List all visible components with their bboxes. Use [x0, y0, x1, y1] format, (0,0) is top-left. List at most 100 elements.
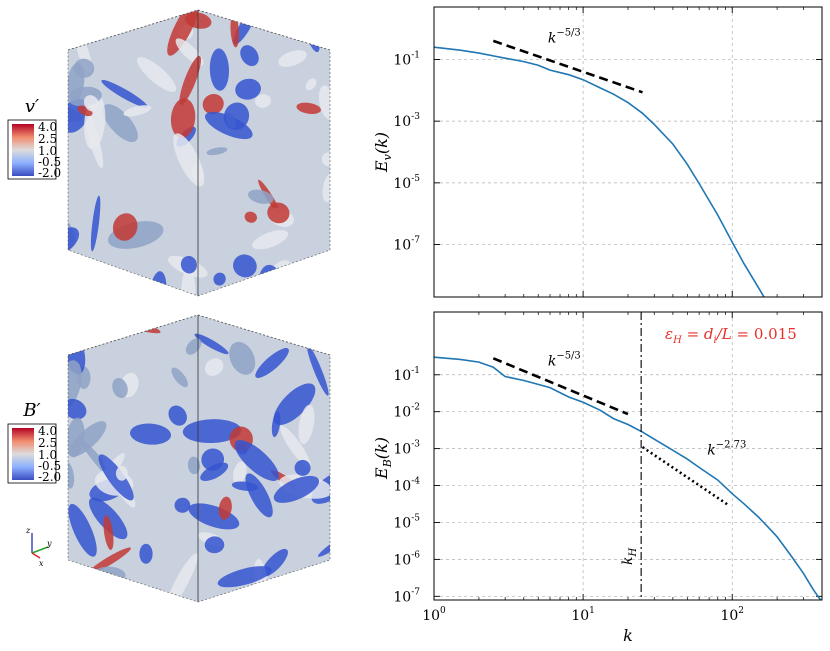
- turbulence-blob: [255, 94, 271, 108]
- turbulence-blob: [234, 440, 279, 481]
- slope-reference-line: [492, 39, 643, 94]
- turbulence-blob: [296, 102, 321, 114]
- turbulence-blob: [209, 48, 230, 91]
- colorbar-magnetic-tick: 2.5: [38, 436, 57, 450]
- turbulence-blob: [179, 55, 201, 106]
- turbulence-blob: [229, 341, 256, 375]
- colorbar-velocity-tick: -2.0: [38, 166, 61, 180]
- colorbar-magnetic-tick: -2.0: [38, 470, 61, 484]
- colorbar-magnetic: B′ 4.0 2.5 1.0 -0.5 -2.0: [7, 400, 61, 484]
- turbulence-blob: [90, 195, 101, 252]
- turbulence-blob: [305, 78, 317, 91]
- turbulence-blob: [173, 133, 205, 187]
- slope-reference-line: [641, 446, 730, 507]
- turbulence-blob: [70, 270, 95, 296]
- turbulence-blob: [68, 10, 102, 26]
- turbulence-blob: [202, 93, 224, 115]
- y-tick-label: 10-6: [393, 550, 420, 568]
- y-tick-label: 10-7: [393, 587, 420, 605]
- colorbar-velocity-tick: 1.0: [38, 144, 57, 158]
- k-h-label: kH: [620, 548, 639, 565]
- slope-reference-line: [492, 357, 629, 416]
- turbulence-blob: [112, 213, 138, 241]
- turbulence-blob: [185, 338, 202, 355]
- turbulence-blob: [322, 173, 330, 203]
- slope-annotation: k−5/3: [548, 350, 581, 369]
- turbulence-blob: [218, 496, 232, 520]
- y-tick-label: 10-3: [393, 112, 420, 130]
- magnetic-spectrum-panel: 100 101 102 10-1 10-2 10-3 10-4 10-5 10-6 10-7 kH k…: [393, 311, 823, 624]
- turbulence-blob: [267, 202, 290, 224]
- turbulence-blob: [98, 581, 122, 602]
- turbulence-blob: [231, 481, 259, 491]
- axis-triad: z y x: [25, 526, 52, 568]
- turbulence-blob: [137, 57, 177, 92]
- turbulence-blob: [81, 315, 94, 348]
- turbulence-blob: [298, 404, 315, 445]
- turbulence-blob: [87, 547, 131, 575]
- turbulence-blob: [97, 315, 124, 333]
- turbulence-blob: [137, 593, 163, 602]
- y-tick-label: 10-5: [393, 513, 420, 531]
- triad-x-label: x: [39, 559, 44, 568]
- slope-annotation: k−5/3: [548, 28, 581, 47]
- turbulence-blob: [142, 10, 163, 21]
- turbulence-blob: [72, 19, 94, 32]
- plot-frame: [433, 6, 823, 298]
- colorbar-velocity-tick: 4.0: [38, 120, 57, 134]
- turbulence-blob: [123, 105, 152, 117]
- turbulence-blob: [217, 566, 272, 588]
- turbulence-blob: [273, 475, 320, 503]
- turbulence-blob: [98, 454, 134, 501]
- turbulence-blob: [68, 417, 85, 458]
- y-tick-label: 10-1: [393, 366, 420, 384]
- turbulence-blob: [200, 462, 229, 482]
- turbulence-blob: [68, 227, 80, 255]
- triad-x-axis: [31, 552, 41, 559]
- turbulence-blob: [81, 10, 133, 24]
- turbulence-blob: [255, 348, 289, 378]
- colorbar-magnetic-tick: -0.5: [38, 459, 61, 473]
- turbulence-blob: [318, 85, 330, 120]
- colorbar-velocity: v′ 4.0 2.5 1.0 -0.5 -2.0: [7, 96, 61, 180]
- y-tick-label: 10-3: [393, 440, 420, 458]
- y-tick-label: 10-5: [393, 174, 420, 192]
- turbulence-blob: [102, 104, 138, 143]
- plot-frame: [433, 311, 823, 601]
- turbulence-blob: [321, 152, 330, 167]
- turbulence-blob: [68, 398, 87, 420]
- turbulence-blob: [233, 254, 257, 278]
- turbulence-blob: [232, 461, 247, 485]
- turbulence-blob: [257, 583, 290, 602]
- turbulence-blob: [294, 459, 311, 476]
- magnetic-cube: [67, 314, 331, 603]
- turbulence-blob: [68, 315, 88, 336]
- turbulence-blob: [139, 543, 153, 564]
- magnetic-ylabel: EB(k): [372, 437, 394, 480]
- y-tick-label: 10-7: [393, 236, 420, 254]
- colorbar-velocity-tick: 2.5: [38, 132, 57, 146]
- epsilon-h-annotation: εH = di/L = 0.015: [665, 325, 797, 346]
- velocity-cube: [67, 9, 331, 297]
- turbulence-blob: [187, 456, 201, 475]
- turbulence-blob: [68, 360, 82, 410]
- turbulence-blob: [174, 497, 191, 513]
- turbulence-blob: [181, 266, 196, 296]
- y-tick-label: 10-2: [393, 403, 420, 421]
- colorbar-magnetic-tick: 1.0: [38, 448, 57, 462]
- turbulence-blob: [271, 411, 281, 438]
- turbulence-blob: [167, 10, 200, 56]
- colorbar-velocity-tick: -0.5: [38, 155, 61, 169]
- triad-y-label: y: [46, 539, 52, 548]
- magnetic-xlabel: k: [623, 626, 633, 645]
- turbulence-blob: [115, 465, 128, 481]
- turbulence-blob: [273, 383, 316, 426]
- turbulence-blob: [293, 275, 324, 296]
- spectrum-line: [434, 46, 765, 297]
- turbulence-blob: [213, 272, 226, 286]
- turbulence-blob: [182, 419, 242, 444]
- turbulence-blob: [83, 95, 100, 112]
- turbulence-blob: [322, 578, 330, 602]
- turbulence-blob: [101, 79, 148, 108]
- turbulence-blob: [170, 98, 196, 139]
